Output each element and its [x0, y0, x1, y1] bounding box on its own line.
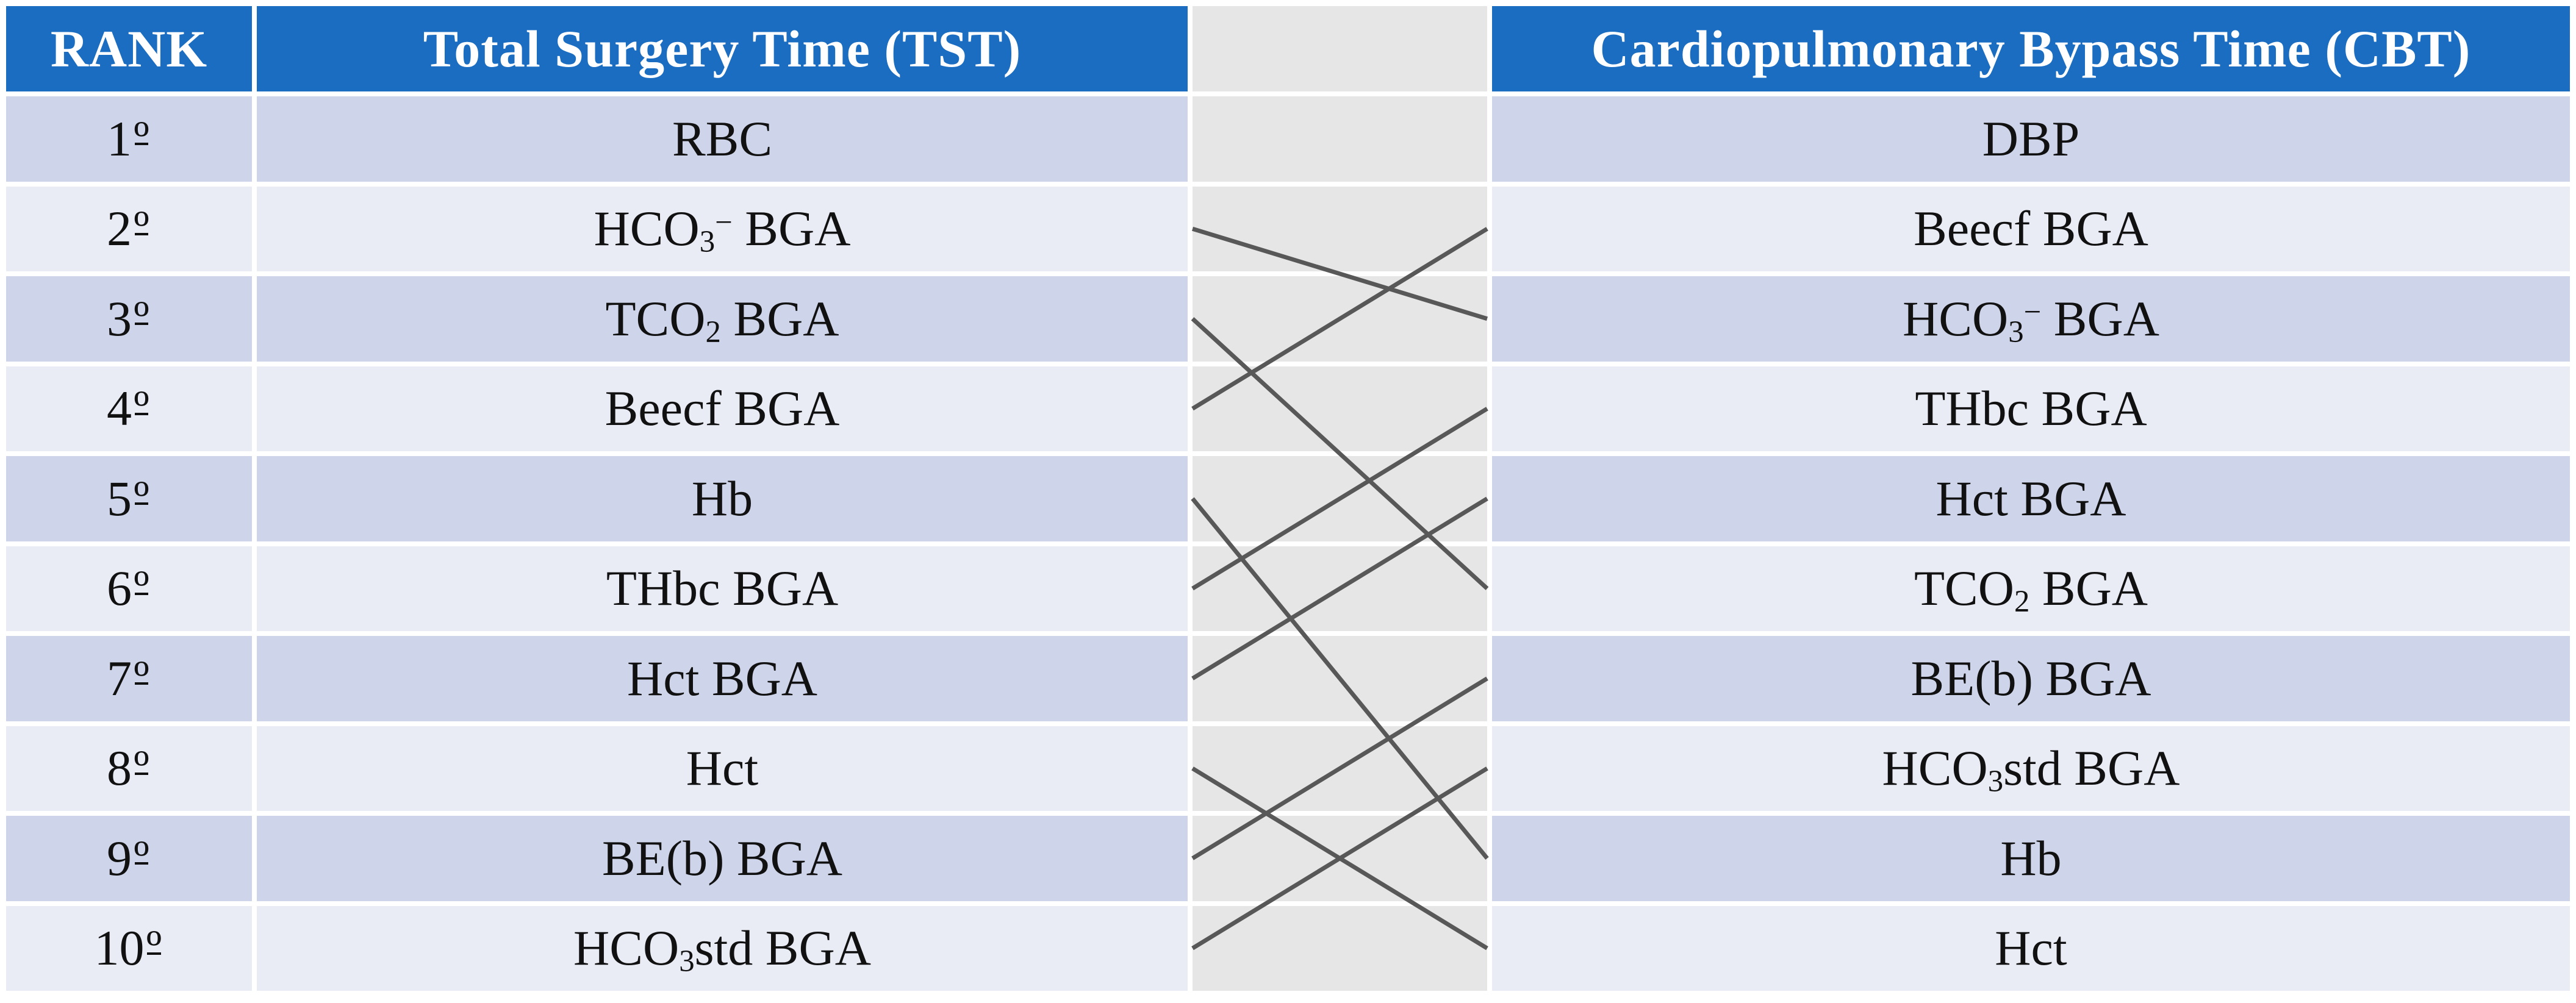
rank-ordinal: º: [132, 204, 151, 254]
gap-cell-2: [1193, 186, 1487, 271]
rank-cell-6: 6º: [6, 546, 252, 631]
tst-cell-6: THbc BGA: [257, 546, 1188, 631]
tst-cell-4: Beecf BGA: [257, 366, 1188, 451]
rank-number: 10: [94, 920, 145, 976]
rank-cell-3: 3º: [6, 276, 252, 362]
gap-column-spacer-header: [1193, 6, 1487, 91]
gap-cell-10: [1193, 905, 1487, 991]
rank-ordinal: º: [145, 923, 164, 973]
gap-cell-7: [1193, 636, 1487, 721]
tst-cell-8: Hct: [257, 726, 1188, 811]
rank-column-header: RANK: [6, 6, 252, 91]
tst-cell-9: BE(b) BGA: [257, 816, 1188, 901]
rank-number: 5: [107, 470, 132, 526]
rank-number: 1: [107, 110, 132, 166]
rank-cell-9: 9º: [6, 816, 252, 901]
rank-ordinal: º: [132, 563, 151, 613]
rank-ordinal: º: [132, 743, 151, 793]
gap-cell-6: [1193, 546, 1487, 631]
rank-ordinal: º: [132, 473, 151, 524]
rank-number: 4: [107, 380, 132, 437]
rank-cell-5: 5º: [6, 456, 252, 541]
gap-cell-9: [1193, 816, 1487, 901]
rank-ordinal: º: [132, 113, 151, 164]
rank-number: 6: [107, 560, 132, 616]
cbt-cell-6: TCO2 BGA: [1492, 546, 2570, 631]
gap-cell-1: [1193, 96, 1487, 182]
rank-ordinal: º: [132, 653, 151, 704]
rank-cell-4: 4º: [6, 366, 252, 451]
ranking-table: RANK Total Surgery Time (TST) Cardiopulm…: [6, 6, 2570, 991]
tst-cell-10: HCO3std BGA: [257, 905, 1188, 991]
cbt-cell-5: Hct BGA: [1492, 456, 2570, 541]
tst-cell-3: TCO2 BGA: [257, 276, 1188, 362]
cbt-cell-2: Beecf BGA: [1492, 186, 2570, 271]
rank-number: 8: [107, 740, 132, 796]
cbt-cell-9: Hb: [1492, 816, 2570, 901]
rank-cell-10: 10º: [6, 905, 252, 991]
rank-ordinal: º: [132, 293, 151, 344]
tst-cell-7: Hct BGA: [257, 636, 1188, 721]
cbt-cell-7: BE(b) BGA: [1492, 636, 2570, 721]
gap-cell-5: [1193, 456, 1487, 541]
rank-number: 7: [107, 650, 132, 706]
gap-cell-3: [1193, 276, 1487, 362]
rank-number: 9: [107, 830, 132, 886]
rank-cell-7: 7º: [6, 636, 252, 721]
gap-cell-4: [1193, 366, 1487, 451]
gap-cell-8: [1193, 726, 1487, 811]
rank-cell-1: 1º: [6, 96, 252, 182]
cbt-cell-8: HCO3std BGA: [1492, 726, 2570, 811]
rank-number: 3: [107, 290, 132, 346]
tst-column-header: Total Surgery Time (TST): [257, 6, 1188, 91]
rank-cell-8: 8º: [6, 726, 252, 811]
rank-ordinal: º: [132, 833, 151, 883]
cbt-cell-4: THbc BGA: [1492, 366, 2570, 451]
tst-cell-2: HCO3− BGA: [257, 186, 1188, 271]
cbt-cell-3: HCO3− BGA: [1492, 276, 2570, 362]
rank-cell-2: 2º: [6, 186, 252, 271]
tst-cell-1: RBC: [257, 96, 1188, 182]
cbt-column-header: Cardiopulmonary Bypass Time (CBT): [1492, 6, 2570, 91]
rank-ordinal: º: [132, 384, 151, 434]
cbt-cell-10: Hct: [1492, 905, 2570, 991]
cbt-cell-1: DBP: [1492, 96, 2570, 182]
rank-number: 2: [107, 201, 132, 257]
tst-cell-5: Hb: [257, 456, 1188, 541]
